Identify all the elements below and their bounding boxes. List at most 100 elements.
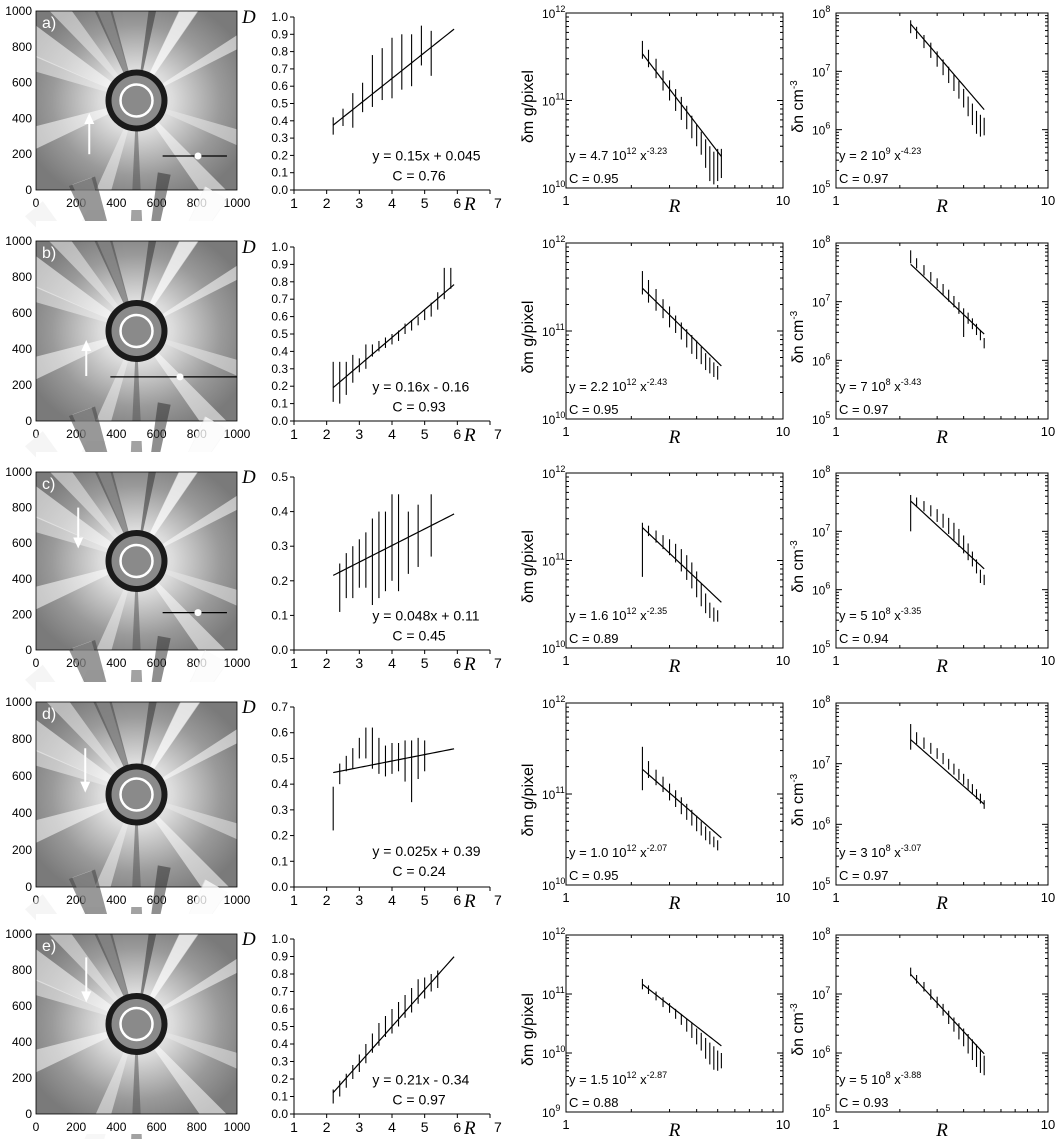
x-axis-label: R (935, 1120, 948, 1139)
y-tick-exponent: 7 (825, 62, 830, 72)
y-tick-base: 10 (542, 642, 556, 656)
y-tick-exponent: 6 (825, 1044, 830, 1054)
x-tick-label: 10 (776, 1117, 790, 1132)
fit-equation-exponent: -3.35 (901, 606, 922, 616)
y-tick-label: 400 (12, 111, 32, 125)
y-tick-exponent: 10 (555, 179, 565, 189)
fit-line (332, 956, 455, 1094)
fit-equation-prefix: y = 5 10 (839, 1072, 886, 1087)
y-tick-label: 1000 (5, 695, 32, 709)
y-axis-label: D (241, 467, 256, 488)
fit-equation-exponent: -2.07 (647, 843, 668, 853)
fit-equation-exponent: -4.23 (901, 146, 922, 156)
x-tick-label: 1 (832, 424, 839, 439)
mask (0, 466, 36, 656)
x-tick-label: 1 (290, 655, 298, 671)
image-frame (35, 240, 238, 422)
y-tick-base: 10 (812, 354, 826, 368)
plot-frame (835, 934, 1049, 1113)
fit-line (910, 263, 985, 335)
x-tick-label: 7 (494, 195, 502, 211)
y-axis-label: D (241, 697, 256, 718)
fit-line (642, 983, 722, 1047)
y-tick-label: 0.5 (271, 751, 288, 765)
x-tick-label: 4 (388, 655, 396, 671)
panel-label: e) (42, 938, 56, 955)
y-tick-label: 107 (812, 293, 830, 310)
planet-dot (176, 373, 184, 381)
y-tick-label: 0 (25, 643, 32, 657)
fit-equation-exponent: -2.87 (647, 1070, 668, 1080)
fit-line (641, 287, 722, 367)
fit-equation-exponent: 8 (886, 1070, 891, 1080)
image-frame (35, 933, 238, 1115)
fit-equation: y = 1.0 1012 x-2.07 (569, 843, 667, 860)
correlation-label: C = 0.88 (569, 1095, 619, 1110)
y-tick-label: 0.6 (271, 1002, 288, 1016)
y-tick-exponent: 11 (555, 985, 564, 995)
y-tick-label: 0.3 (271, 131, 288, 145)
y-tick-exponent: 11 (555, 322, 564, 332)
x-axis-label: R (935, 893, 948, 914)
fit-equation-variable: x (891, 608, 902, 623)
y-axis-label-text: δm g/pixel (520, 764, 537, 837)
fit-equation-exponent: 8 (886, 377, 891, 387)
y-tick-exponent: 11 (555, 552, 564, 562)
y-axis-label-text: δn cm (790, 783, 807, 827)
y-tick-base: 10 (542, 555, 556, 569)
plot-panel-0-1: 1 2 3 4 5 6 7 0.0 0.1 0.2 0.3 0.4 0.5 0.6 0.7 0.8 0.9 1.0… (241, 7, 502, 215)
solar-limb-circle (119, 777, 154, 812)
y-tick-label: 1011 (542, 92, 565, 109)
correlation-label: C = 0.93 (839, 1095, 889, 1110)
streamer-ray (68, 639, 137, 795)
y-tick-label: 0.6 (271, 726, 288, 740)
y-axis-label-exponent: -3 (789, 310, 800, 319)
fit-equation: y = 7 108 x-3.43 (839, 377, 921, 394)
fit-equation-prefix: y = 1.5 10 (569, 1072, 626, 1087)
mask (0, 235, 36, 427)
correlation-label: C = 0.95 (569, 171, 619, 186)
y-tick-label: 600 (12, 769, 32, 783)
y-tick-base: 10 (542, 95, 556, 109)
y-tick-label: 0.2 (271, 574, 288, 588)
solar-limb-circle (119, 313, 154, 349)
streamer-ray (136, 172, 171, 331)
x-tick-label: 6 (453, 892, 461, 908)
y-tick-label: 1000 (5, 234, 32, 248)
y-tick-label: 105 (812, 179, 830, 196)
y-tick-label: 0.1 (271, 854, 288, 868)
x-tick-label: 1000 (224, 1120, 251, 1134)
y-tick-label: 200 (12, 843, 32, 857)
y-tick-label: 0.0 (271, 414, 288, 428)
fit-line (332, 513, 455, 576)
x-tick-label: 7 (494, 892, 502, 908)
y-tick-label: 0.0 (271, 1107, 288, 1121)
y-tick-label: 0.9 (271, 950, 288, 964)
fit-equation-prefix: y = 3 10 (839, 845, 886, 860)
y-axis-label-text: δn cm (790, 1012, 807, 1056)
y-tick-label: 1012 (542, 464, 565, 481)
y-tick-base: 10 (542, 1047, 556, 1061)
y-tick-base: 10 (542, 988, 556, 1002)
x-axis-label: R (463, 654, 476, 675)
coronagraph-panel-4: e) 0 200 400 600 800 1000 0 200 400 600 800 1000 (0, 865, 293, 1139)
y-tick-base: 10 (812, 758, 826, 772)
fit-line (642, 768, 722, 839)
x-tick-label: 2 (323, 426, 331, 442)
correlation-label: C = 0.97 (839, 868, 889, 883)
x-tick-label: 0 (33, 1120, 40, 1134)
x-tick-label: 2 (323, 892, 331, 908)
y-tick-label: 0.2 (271, 829, 288, 843)
fit-equation-exponent: -3.23 (647, 146, 668, 156)
panel-label: c) (42, 476, 55, 493)
x-tick-label: 1 (562, 424, 569, 439)
y-axis-label: δm g/pixel (520, 764, 537, 837)
correlation-label: C = 0.97 (839, 402, 889, 417)
y-tick-exponent: 11 (555, 785, 564, 795)
y-tick-base: 10 (542, 697, 556, 711)
